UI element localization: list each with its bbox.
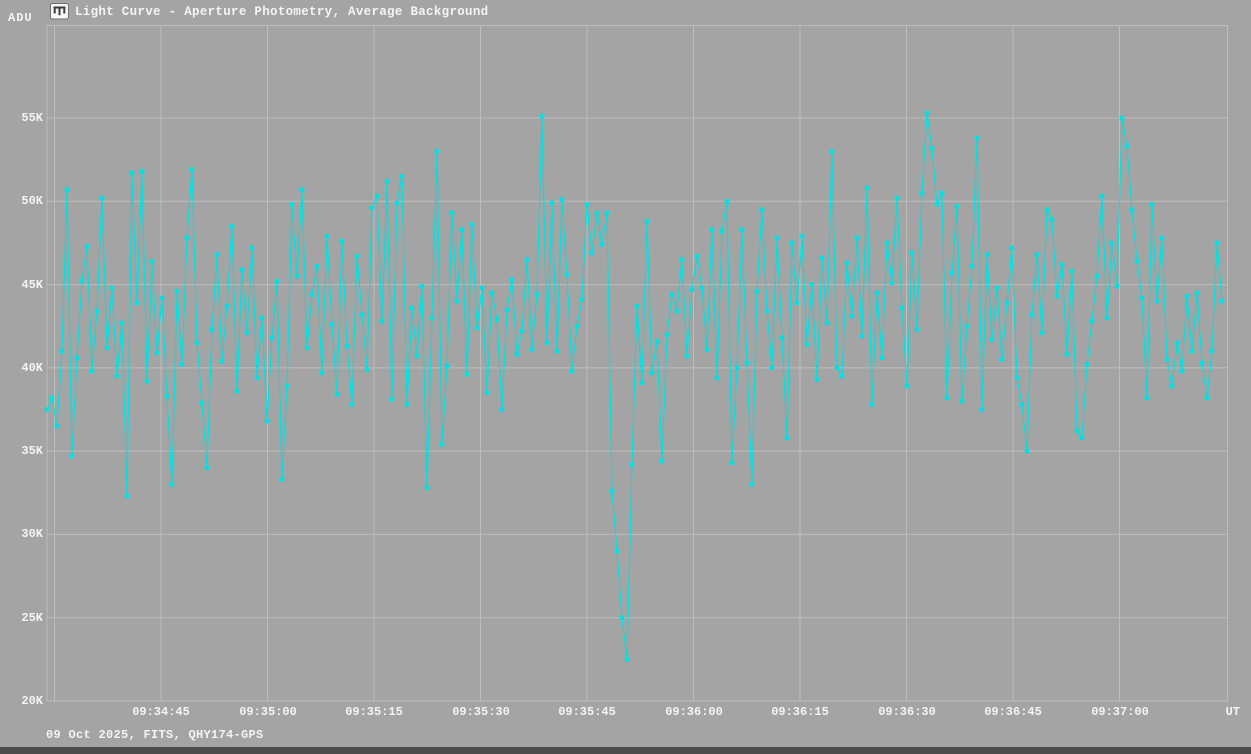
x-tick-label: 09:35:30 [452, 705, 510, 719]
y-tick-label: 50K [21, 194, 43, 208]
y-tick-label: 25K [21, 611, 43, 625]
y-tick-label: 40K [21, 361, 43, 375]
x-tick-label: 09:35:15 [345, 705, 403, 719]
y-tick-label: 45K [21, 278, 43, 292]
footer-info: 09 Oct 2025, FITS, QHY174-GPS [46, 728, 264, 742]
y-tick-label: 20K [21, 694, 43, 708]
y-tick-label: 35K [21, 444, 43, 458]
x-tick-label: 09:35:00 [239, 705, 297, 719]
x-tick-label: 09:34:45 [132, 705, 190, 719]
x-tick-label: 09:36:45 [984, 705, 1042, 719]
light-curve-icon [50, 3, 69, 20]
bottom-strip [0, 747, 1251, 754]
x-tick-label: 09:37:00 [1091, 705, 1149, 719]
y-tick-label: 55K [21, 111, 43, 125]
y-tick-label: 30K [21, 527, 43, 541]
y-axis-unit-label: ADU [8, 11, 33, 25]
x-tick-label: 09:36:00 [665, 705, 723, 719]
x-axis-unit-label: UT [1225, 705, 1240, 719]
chart-title: Light Curve - Aperture Photometry, Avera… [75, 5, 489, 19]
x-tick-label: 09:35:45 [558, 705, 616, 719]
x-tick-label: 09:36:15 [771, 705, 829, 719]
x-tick-label: 09:36:30 [878, 705, 936, 719]
